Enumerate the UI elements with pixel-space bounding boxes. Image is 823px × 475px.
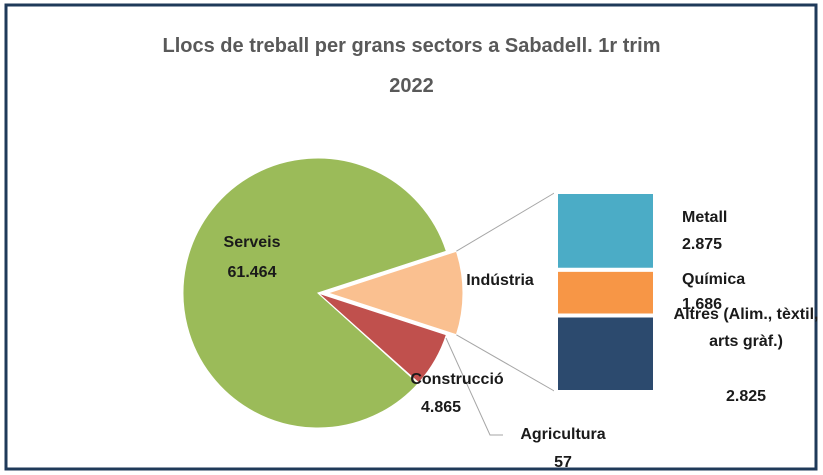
slice-label: Construcció	[410, 371, 504, 388]
slice-label: Indústria	[466, 272, 534, 289]
breakout-label: Metall	[682, 209, 727, 226]
connector-line	[456, 334, 557, 393]
breakout-value: 2.825	[726, 388, 766, 405]
breakout-value: 2.875	[682, 236, 722, 253]
slice-value: 4.865	[421, 399, 461, 416]
slice-label: Serveis	[224, 234, 281, 251]
connector-line	[456, 191, 557, 252]
slice-value: 57	[554, 454, 572, 471]
leader-line	[445, 337, 503, 436]
title-box: Llocs de treball per grans sectors a Sab…	[162, 35, 661, 97]
breakout-label: Química	[682, 271, 745, 288]
breakout-bar	[554, 267, 657, 318]
chart-title: Llocs de treball per grans sectors a Sab…	[162, 35, 661, 97]
breakout-value: 1.686	[682, 296, 722, 313]
slice-label: Agricultura	[520, 426, 605, 443]
pie-slice	[317, 292, 420, 385]
pie-slice	[326, 250, 464, 336]
breakout-label: Altres (Alim., tèxtil, arts gràf.)	[673, 306, 819, 350]
slice-value: 61.464	[228, 264, 277, 281]
breakout-bar	[554, 313, 657, 395]
breakout-label-box: Altres (Alim., tèxtil, arts gràf.)	[673, 306, 819, 350]
pie-slice	[182, 157, 448, 429]
breakout-bar	[554, 190, 657, 272]
